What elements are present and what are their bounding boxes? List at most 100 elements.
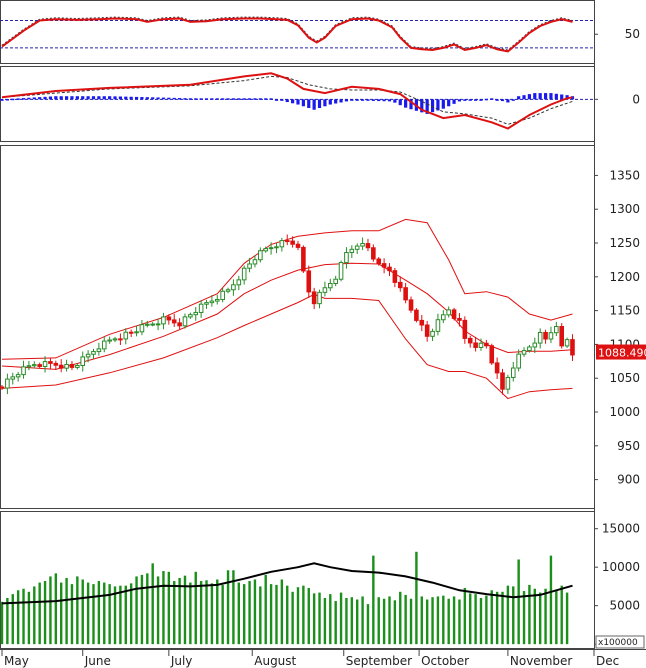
volume-bar	[81, 579, 84, 645]
macd-histogram-bar	[204, 98, 209, 100]
volume-bar	[264, 574, 267, 645]
volume-bar	[237, 582, 240, 645]
volume-bar	[280, 579, 284, 645]
volume-bar	[275, 584, 278, 645]
macd-histogram-bar	[517, 96, 521, 100]
macd-histogram-bar	[264, 98, 268, 100]
macd-histogram-bar	[172, 97, 176, 100]
volume-bar	[269, 584, 273, 645]
rsi-line	[1, 17, 573, 53]
volume-bar	[210, 583, 214, 645]
volume-bar	[124, 585, 127, 645]
macd-histogram-bar	[129, 96, 133, 100]
macd-histogram-bar	[447, 99, 451, 107]
volume-bar	[232, 570, 235, 645]
month-label-1: June	[84, 654, 111, 668]
candle-up	[274, 246, 279, 249]
volume-bar	[485, 595, 488, 645]
candle-up	[258, 250, 263, 261]
volume-bar	[522, 591, 526, 645]
candle-down	[48, 361, 53, 364]
volume-bar	[345, 597, 348, 645]
volume-bar	[409, 598, 413, 645]
candle-down	[451, 309, 457, 319]
macd-histogram-bar	[339, 99, 343, 103]
candle-up	[441, 314, 446, 321]
candle-down	[118, 338, 123, 341]
candle-down	[295, 243, 301, 248]
volume-bar	[393, 600, 397, 645]
macd-histogram-bar	[75, 96, 79, 100]
price-y-tick-9-label: 1350	[609, 168, 640, 182]
candle-down	[69, 363, 75, 368]
last-price-tag	[596, 344, 646, 360]
macd-histogram-bar	[463, 99, 467, 101]
month-label-0: May	[4, 654, 29, 668]
macd-histogram-bar	[215, 98, 219, 100]
volume-bar	[388, 596, 391, 645]
macd-histogram-bar	[538, 93, 542, 100]
volume-bar	[113, 586, 117, 645]
macd-histogram-bar	[409, 99, 413, 110]
candle-up	[510, 367, 516, 378]
candle-up	[527, 346, 532, 352]
volume-bar	[302, 585, 305, 645]
volume-bar	[92, 584, 95, 645]
volume-bar	[178, 577, 181, 645]
macd-histogram-bar	[468, 99, 472, 101]
macd-histogram-bar	[291, 99, 295, 104]
candle-up	[193, 311, 199, 316]
volume-bar	[474, 594, 477, 645]
candle-up	[516, 353, 521, 369]
macd-histogram-bar	[11, 98, 15, 101]
candle-down	[543, 331, 548, 340]
macd-histogram-bar	[355, 99, 359, 101]
volume-bar	[140, 574, 144, 645]
price-y-tick-0-label: 900	[617, 473, 640, 487]
volume-bar	[339, 592, 343, 645]
candle-up	[247, 263, 252, 269]
candle-up	[5, 378, 10, 389]
volume-y-tick-3-label: 15000	[602, 522, 640, 536]
bollinger-lower-band	[1, 293, 573, 400]
macd-histogram-bar	[64, 96, 69, 100]
volume-bar	[86, 582, 90, 645]
macd-y-tick-0-label: 0	[632, 92, 640, 106]
volume-bar	[436, 596, 440, 645]
month-label-7: Dec	[596, 654, 619, 668]
macd-histogram-bar	[500, 99, 505, 102]
macd-signal-line	[1, 75, 573, 125]
candle-up	[161, 316, 166, 325]
macd-histogram-bar	[194, 98, 198, 100]
macd-histogram-bar	[377, 99, 381, 102]
candle-down	[284, 240, 290, 243]
macd-histogram-bar	[334, 99, 338, 104]
macd-histogram-bar	[183, 98, 187, 100]
macd-histogram-bar	[420, 99, 424, 113]
price-y-tick-8-label: 1300	[609, 202, 640, 216]
volume-bar	[307, 587, 310, 645]
macd-histogram-bar	[86, 96, 90, 100]
volume-unit-label: x100000	[598, 638, 638, 648]
volume-bar	[248, 581, 251, 645]
candle-up	[478, 342, 484, 348]
volume-bar	[463, 587, 467, 645]
volume-bar	[135, 576, 138, 645]
volume-bar	[199, 581, 203, 645]
candle-up	[333, 278, 338, 285]
candle-down	[376, 258, 382, 265]
candle-up	[80, 356, 86, 367]
candle-down	[462, 319, 468, 339]
candle-up	[225, 289, 231, 292]
candle-down	[177, 322, 182, 327]
volume-bar	[103, 582, 106, 645]
candle-down	[473, 342, 478, 348]
macd-histogram-bar	[124, 96, 128, 100]
candle-up	[548, 332, 554, 340]
volume-bar	[549, 555, 553, 645]
volume-bar	[334, 601, 337, 645]
candle-up	[354, 245, 360, 250]
volume-bar	[226, 570, 230, 645]
candle-up	[85, 353, 91, 358]
macd-histogram-bar	[81, 96, 85, 100]
